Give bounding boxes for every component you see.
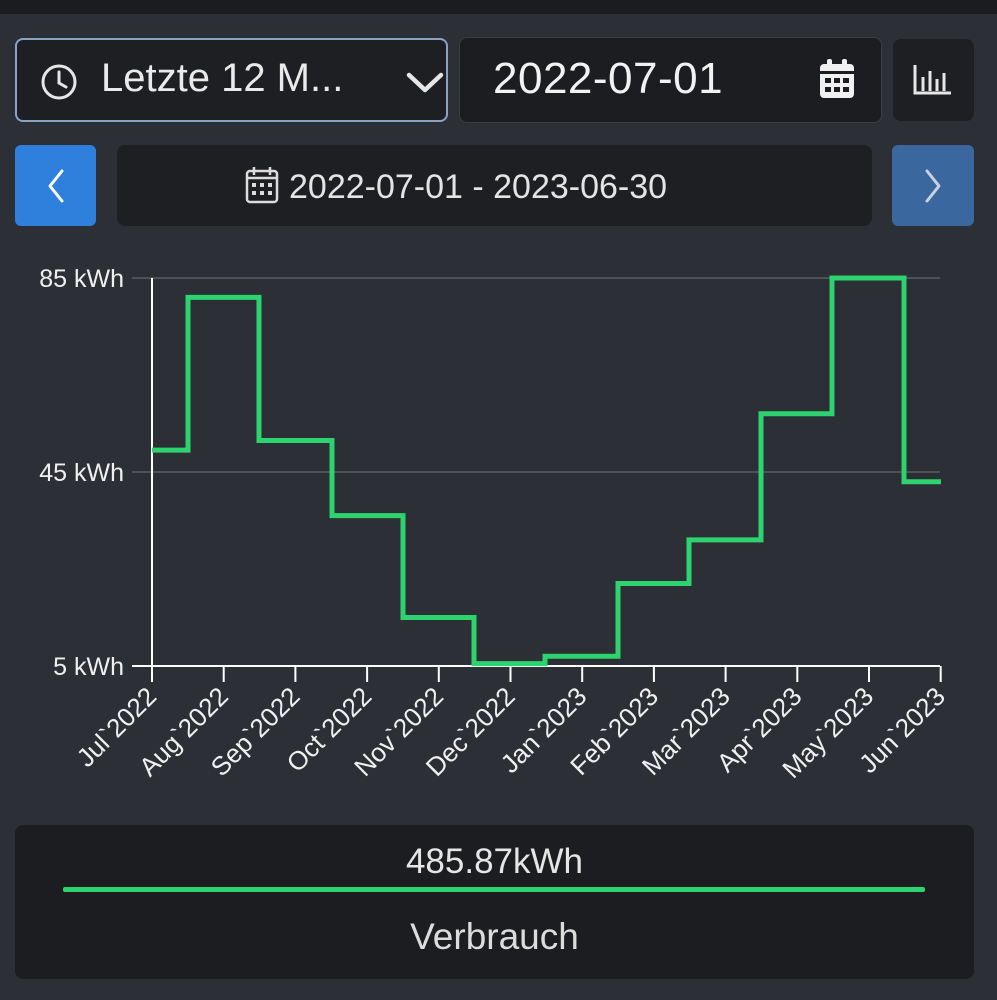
time-range-select[interactable]: Letzte 12 M... xyxy=(15,38,448,122)
chevron-right-icon xyxy=(918,167,948,210)
clock-icon xyxy=(39,62,79,107)
next-period-button[interactable] xyxy=(892,145,974,226)
period-display: 2022-07-01 - 2023-06-30 xyxy=(117,145,872,226)
chevron-down-icon xyxy=(403,68,447,103)
series-line-swatch xyxy=(63,887,925,892)
status-bar xyxy=(0,0,997,14)
summary-panel: 485.87kWh Verbrauch xyxy=(15,825,974,979)
period-label: 2022-07-01 - 2023-06-30 xyxy=(289,168,668,206)
legend-label: Verbrauch xyxy=(410,916,579,957)
y-tick-label: 85 kWh xyxy=(39,265,124,293)
chevron-left-icon xyxy=(41,167,71,210)
y-tick-label: 5 kWh xyxy=(53,653,124,681)
y-tick-label: 45 kWh xyxy=(39,459,124,487)
calendar-icon xyxy=(245,166,279,209)
series-line xyxy=(152,275,941,667)
start-date-input[interactable]: 2022-07-01 xyxy=(459,37,882,123)
time-range-label: Letzte 12 M... xyxy=(101,56,344,100)
calendar-icon[interactable] xyxy=(818,58,856,105)
previous-period-button[interactable] xyxy=(15,145,96,226)
total-consumption: 485.87kWh xyxy=(405,842,584,881)
start-date-value: 2022-07-01 xyxy=(493,54,724,103)
chart-type-button[interactable] xyxy=(893,39,974,121)
bar-chart-icon xyxy=(911,61,955,102)
